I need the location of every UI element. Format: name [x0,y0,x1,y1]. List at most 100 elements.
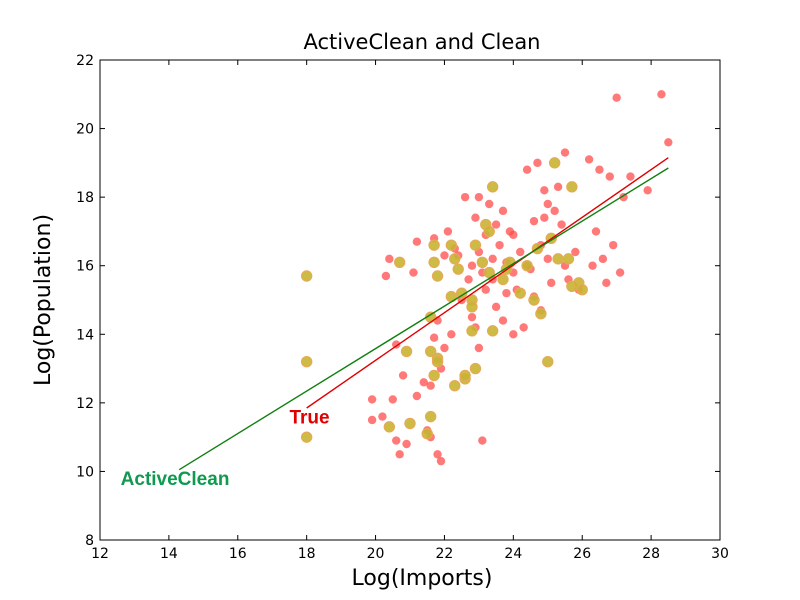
scatter-point-olive [393,256,406,268]
scatter-point-red [643,186,652,195]
scatter-point-red [498,316,508,325]
scatter-point-red [474,343,484,353]
scatter-point-red [392,436,401,445]
scatter-point-red [471,213,480,222]
x-tick-label: 30 [711,546,729,562]
scatter-point-red [588,261,597,270]
scatter-point-olive [528,294,540,306]
scatter-point-olive [476,256,489,268]
scatter-point-olive [428,369,440,382]
scatter-point-red [485,199,494,209]
scatter-point-red [498,206,508,216]
scatter-point-olive [449,380,461,392]
y-tick-label: 8 [85,533,94,549]
scatter-point-olive [483,225,495,238]
scatter-point-red [388,395,397,404]
scatter-point-olive [424,410,437,423]
scatter-point-red [540,213,549,222]
scatter-point-olive [431,356,444,368]
x-tick-label: 24 [504,546,522,562]
scatter-point-red [433,450,442,459]
scatter-point-red [509,330,518,339]
line-activeclean [178,167,669,471]
axis-ticks: 12 14 16 18 20 22 24 26 28 30 8 10 12 14 16 18 20 22 [76,53,729,562]
scatter-point-olive [521,260,533,272]
scatter-point-olive [466,325,478,337]
scatter-point-red [657,90,666,99]
x-tick-label: 26 [573,546,591,562]
line-true [306,157,669,409]
scatter-point-red [626,172,635,181]
x-tick-label: 12 [91,546,109,562]
scatter-point-red [460,192,470,202]
scatter-point-olive [469,362,482,375]
scatter-point-red [412,391,422,401]
scatter-point-red [381,271,391,281]
scatter-point-olive [548,157,561,169]
scatter-point-olive [514,287,526,299]
scatter-point-red [522,165,532,174]
scatter-point-red [467,261,477,270]
scatter-point-red [529,216,539,226]
scatter-point-red [385,254,394,264]
scatter-point-red [481,285,490,294]
x-axis-label: Log(Imports) [352,566,493,591]
scatter-point-red [609,240,618,250]
scatter-point-red [429,333,439,342]
scatter-point-red [426,381,435,390]
scatter-point-red [402,439,411,449]
scatter-point-red [533,158,542,168]
scatter-point-red [440,343,449,353]
scatter-point-red [543,254,552,264]
scatter-point-red [595,165,604,174]
scatter-point-red [560,148,570,157]
scatter-point-olive [486,181,499,193]
scatter-point-red [605,172,614,181]
y-tick-label: 18 [76,190,94,206]
scatter-point-red [447,330,456,339]
scatter-point-red [598,254,608,264]
scatter-point-red [367,395,377,404]
scatter-point-olive [400,345,413,358]
scatter-point-red [474,192,484,202]
scatter-point-red [602,278,611,288]
chart-title: ActiveClean and Clean [303,30,540,54]
scatter-point-red [478,436,487,445]
plot-frame [99,59,721,541]
scatter-point-olive [552,253,564,265]
scatter-point-red [615,268,625,277]
scatter-point-olive [300,356,313,368]
scatter-point-red [550,206,559,216]
scatter-point-red [553,182,563,192]
scatter-point-olive [452,263,464,275]
scatter-point-olive [466,301,478,313]
label-true: True [289,407,329,428]
x-tick-label: 16 [229,546,247,562]
scatter-point-red [519,323,528,332]
scatter-point-red [664,138,673,147]
scatter-point-red [395,450,404,459]
y-tick-label: 16 [76,259,94,275]
y-axis-label: Log(Population) [31,214,56,386]
scatter-point-red [557,220,566,229]
scatter-point-olive [459,369,471,382]
scatter-point-olive [383,421,396,433]
scatter-point-red [464,275,473,284]
scatter-point-red [409,268,418,277]
scatter-point-red [443,227,453,236]
x-tick-label: 20 [367,546,385,562]
y-tick-label: 14 [76,327,94,343]
scatter-point-red [491,302,501,312]
scatter-point-red [378,412,387,421]
label-activeclean: ActiveClean [121,469,230,490]
scatter-point-olive [428,239,440,251]
plot-area: True ActiveClean [121,90,673,490]
scatter-point-red [495,240,504,250]
scatter-point-olive [497,273,509,286]
scatter-point-red [584,155,594,164]
scatter-point-red [412,237,422,246]
y-tick-label: 12 [76,396,94,412]
scatter-point-olive [535,308,547,320]
